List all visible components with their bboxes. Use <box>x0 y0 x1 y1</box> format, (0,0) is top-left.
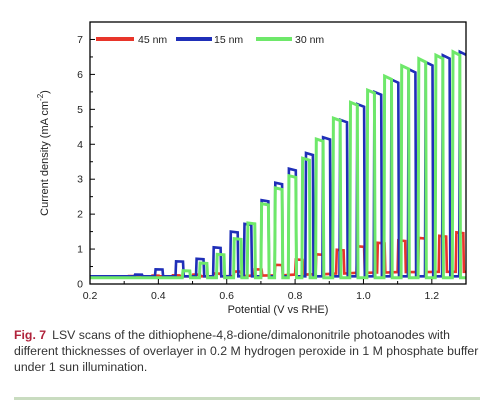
y-tick-label: 1 <box>77 244 83 256</box>
caption-divider <box>14 397 480 400</box>
lsv-chart: 0.2 0.4 0.6 0.8 1.0 1.2 0 1 2 3 4 5 6 7 45 nm 15 nm 30 … <box>36 21 467 316</box>
x-tick-label: 1.0 <box>356 290 371 302</box>
y-tick-label: 3 <box>77 174 83 186</box>
y-tick-label: 5 <box>77 104 83 116</box>
x-tick-label: 1.2 <box>425 290 440 302</box>
figure-caption-text: LSV scans of the dithiophene-4,8-dione/d… <box>14 328 479 374</box>
legend: 45 nm 15 nm 30 nm <box>96 34 324 46</box>
y-tick-label: 2 <box>77 209 83 221</box>
figure-label: Fig. 7 <box>14 328 47 342</box>
legend-label: 30 nm <box>295 34 324 46</box>
y-axis-title-sup: -2 <box>36 93 45 101</box>
y-axis-title-main: Current density (mA cm <box>39 101 51 216</box>
y-tick-label: 0 <box>77 279 83 291</box>
figure-caption: Fig. 7 LSV scans of the dithiophene-4,8-d… <box>14 327 480 375</box>
x-axis-title: Potential (V vs RHE) <box>228 304 329 316</box>
y-tick-label: 4 <box>77 139 83 151</box>
y-tick-label: 6 <box>77 69 83 81</box>
tick-layer: 0.2 0.4 0.6 0.8 1.0 1.2 0 1 2 3 4 5 6 7 <box>77 34 439 302</box>
y-axis-title-end: ) <box>39 90 51 94</box>
x-tick-label: 0.4 <box>151 290 166 302</box>
x-tick-label: 0.8 <box>288 290 303 302</box>
y-tick-label: 7 <box>77 34 83 46</box>
x-tick-label: 0.6 <box>219 290 234 302</box>
plot-frame <box>89 21 467 285</box>
legend-label: 45 nm <box>138 34 167 46</box>
series-layer <box>90 49 466 280</box>
legend-label: 15 nm <box>214 34 243 46</box>
series-line-15-nm <box>90 49 466 278</box>
x-tick-label: 0.2 <box>83 290 98 302</box>
series-line-30-nm <box>90 49 466 280</box>
y-axis-title: Current density (mA cm-2) <box>36 90 51 216</box>
